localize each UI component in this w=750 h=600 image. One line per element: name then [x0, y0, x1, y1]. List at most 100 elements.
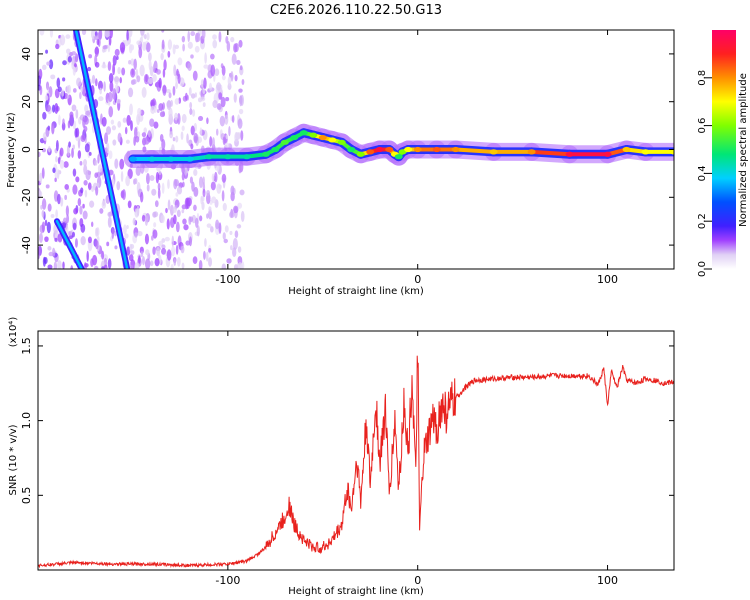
noise-speckle: [177, 73, 181, 85]
noise-speckle: [136, 75, 141, 83]
colorbar-label: Normalized spectral amplitude: [738, 73, 749, 227]
noise-speckle: [204, 238, 207, 247]
spectrogram-ticks: -100 0 100 -40 -20 0 20 40: [20, 30, 674, 286]
noise-speckle: [80, 236, 86, 246]
noise-speckle: [55, 156, 58, 163]
noise-speckle: [77, 150, 82, 159]
noise-speckle: [60, 197, 64, 207]
noise-speckle: [55, 209, 58, 219]
noise-speckle: [146, 32, 150, 41]
noise-speckle: [202, 176, 205, 185]
noise-speckle: [224, 114, 229, 125]
noise-speckle: [107, 91, 113, 103]
noise-speckle: [48, 59, 54, 70]
noise-speckle: [124, 233, 129, 239]
noise-speckle: [138, 255, 141, 264]
noise-speckle: [89, 200, 95, 208]
snr-ticks: -100 0 100 0.5 1.0 1.5: [20, 331, 674, 587]
noise-speckle: [206, 223, 212, 228]
noise-speckle: [225, 134, 229, 139]
noise-speckle: [158, 103, 164, 111]
noise-speckle: [206, 117, 209, 125]
noise-speckle: [161, 182, 165, 194]
noise-speckle: [161, 30, 165, 33]
noise-speckle: [45, 184, 50, 189]
noise-speckle: [216, 103, 222, 110]
ridge-point: [641, 149, 650, 155]
noise-speckle: [208, 248, 212, 253]
noise-speckle: [125, 175, 130, 187]
ridge-point: [413, 146, 422, 153]
noise-speckle: [181, 262, 185, 269]
colorbar-tick-label: 0.4: [697, 165, 708, 181]
noise-speckle: [129, 264, 134, 269]
x-tick-label: 0: [414, 574, 421, 587]
noise-speckle: [224, 225, 229, 233]
noise-speckle: [223, 238, 228, 244]
noise-speckle: [166, 89, 171, 94]
noise-speckle: [127, 200, 132, 209]
noise-speckle: [182, 181, 185, 188]
noise-speckle: [101, 116, 107, 127]
noise-speckle: [72, 184, 78, 195]
noise-speckle: [123, 39, 129, 47]
noise-speckle: [210, 226, 214, 233]
noise-speckle: [48, 145, 51, 153]
noise-speckle: [237, 262, 243, 269]
noise-speckle: [119, 158, 125, 170]
noise-speckle: [70, 265, 74, 269]
noise-speckle: [188, 236, 192, 247]
noise-speckle: [181, 113, 187, 124]
y-tick-label: 0.5: [20, 487, 33, 505]
ridge-point: [318, 134, 327, 141]
noise-speckle: [147, 129, 151, 138]
noise-speckle: [106, 142, 110, 154]
noise-speckle: [47, 203, 52, 212]
noise-speckle: [125, 139, 130, 144]
noise-speckle: [132, 217, 136, 226]
noise-speckle: [187, 41, 193, 49]
noise-speckle: [64, 194, 68, 200]
noise-speckle: [98, 96, 104, 102]
noise-speckle: [43, 257, 48, 264]
noise-speckle: [236, 59, 241, 66]
noise-speckle: [173, 258, 177, 266]
noise-speckle: [145, 74, 148, 83]
noise-speckle: [232, 247, 237, 258]
noise-speckle: [108, 106, 114, 118]
noise-speckle: [84, 104, 89, 113]
noise-speckle: [71, 147, 74, 159]
noise-speckle: [224, 142, 230, 149]
noise-speckle: [175, 135, 179, 143]
ridge-point: [271, 146, 280, 153]
noise-speckle: [79, 91, 82, 100]
noise-speckle: [117, 132, 122, 143]
noise-speckle: [134, 178, 138, 185]
noise-speckle: [71, 51, 77, 56]
noise-speckle: [190, 31, 196, 37]
ridge-point: [565, 151, 574, 157]
noise-speckle: [212, 39, 218, 49]
noise-speckle: [109, 30, 113, 39]
noise-speckle: [93, 265, 99, 269]
noise-speckle: [152, 211, 157, 218]
ridge-point: [299, 130, 308, 136]
ridge-core-segment: [453, 147, 496, 154]
noise-speckle: [172, 207, 177, 213]
noise-speckle: [225, 97, 230, 102]
noise-speckle: [226, 41, 231, 52]
noise-speckle: [53, 261, 58, 269]
noise-speckle: [192, 109, 196, 117]
noise-speckle: [227, 76, 232, 87]
ridge-point: [375, 146, 384, 153]
noise-speckle: [41, 167, 45, 179]
noise-speckle: [190, 54, 194, 59]
noise-speckle: [112, 55, 117, 66]
noise-speckle: [117, 66, 121, 75]
noise-speckle: [226, 258, 232, 264]
noise-speckle: [210, 64, 216, 77]
noise-speckle: [63, 161, 69, 168]
noise-speckle: [112, 139, 117, 146]
noise-speckle: [101, 266, 105, 269]
noise-speckle: [58, 114, 61, 126]
